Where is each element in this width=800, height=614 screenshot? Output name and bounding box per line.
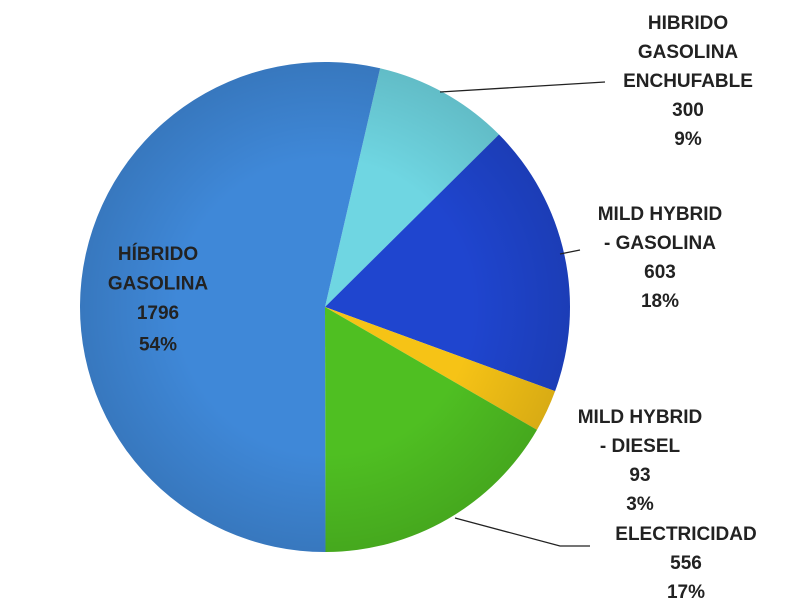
leader-line (454, 517, 590, 547)
slice-label: GASOLINA (108, 274, 209, 295)
value-label: 556 (670, 553, 702, 574)
percent-label: 18% (641, 291, 679, 312)
slice-label: - DIESEL (600, 436, 681, 457)
slice-label: GASOLINA (638, 42, 739, 63)
percent-label: 3% (626, 494, 654, 515)
value-label: 1796 (137, 303, 179, 324)
value-label: 603 (644, 262, 676, 283)
leader-line (559, 249, 581, 255)
slice-label: - GASOLINA (604, 233, 716, 254)
slice-label: HIBRIDO (648, 13, 728, 34)
percent-label: 54% (139, 335, 177, 356)
slice-label: MILD HYBRID (598, 204, 723, 225)
slice-label: ENCHUFABLE (623, 71, 753, 92)
value-label: 300 (672, 100, 704, 121)
slice-label: ELECTRICIDAD (615, 524, 756, 545)
slice-label: MILD HYBRID (578, 407, 703, 428)
percent-label: 9% (674, 129, 702, 150)
pie-shading (80, 62, 570, 552)
percent-label: 17% (667, 582, 705, 603)
leader-line (439, 81, 606, 93)
value-label: 93 (629, 465, 650, 486)
slice-label: HÍBRIDO (118, 243, 198, 265)
